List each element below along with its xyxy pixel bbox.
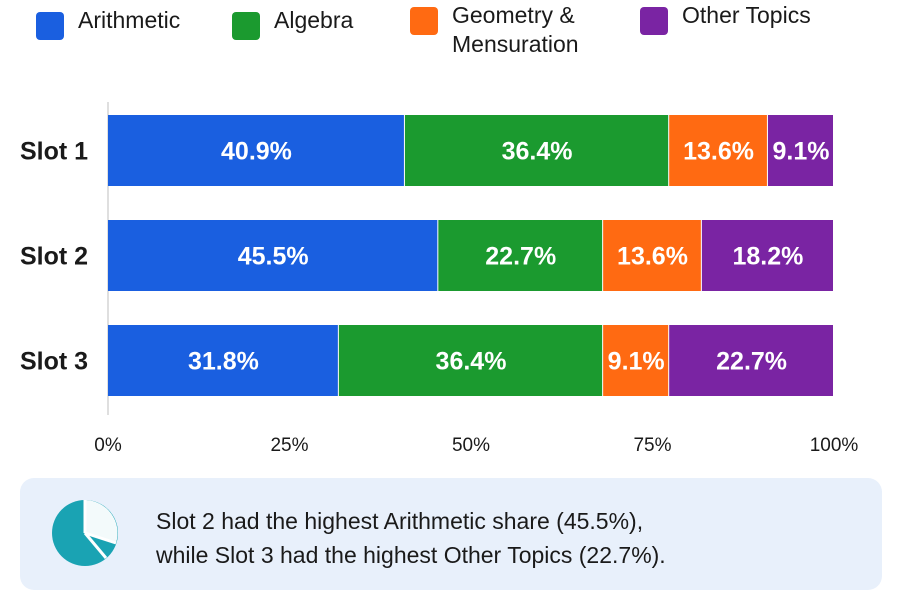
data-label: 18.2% (732, 243, 803, 271)
data-label: 22.7% (716, 348, 787, 376)
stacked-bar-chart: Slot 1 40.9% 36.4% 13.6% 9.1% Slot 2 45.5% 22.7… (20, 102, 859, 456)
bar-segment (603, 220, 701, 291)
data-label: 13.6% (683, 138, 754, 166)
legend-label-geometry: Geometry & Mensuration (452, 2, 579, 57)
legend-swatch-algebra (232, 12, 260, 40)
x-tick-label: 0% (94, 435, 122, 456)
insight-callout: Slot 2 had the highest Arithmetic share … (20, 478, 882, 590)
legend-label-algebra: Algebra (274, 7, 354, 33)
x-tick-label: 50% (452, 435, 490, 456)
chart-legend: Arithmetic Algebra Geometry & Mensuratio… (0, 0, 906, 110)
bar-segment (669, 115, 767, 186)
category-label: Slot 3 (20, 348, 88, 376)
bar-segment (438, 220, 603, 291)
bar-segment (338, 325, 603, 396)
legend-swatch-arithmetic (36, 12, 64, 40)
data-label: 40.9% (221, 138, 292, 166)
category-label: Slot 1 (20, 138, 88, 166)
bar-segment (108, 220, 438, 291)
bar-segment (603, 325, 669, 396)
bar-segment (669, 325, 833, 396)
bar-segment (404, 115, 669, 186)
data-label: 31.8% (188, 348, 259, 376)
x-tick-label: 100% (810, 435, 859, 456)
insight-line-2: while Slot 3 had the highest Other Topic… (156, 542, 666, 568)
legend-item-algebra: Algebra (232, 6, 353, 40)
legend-label-arithmetic: Arithmetic (78, 7, 181, 33)
data-label: 9.1% (608, 348, 665, 376)
data-label: 36.4% (436, 348, 507, 376)
legend-item-other-topics: Other Topics (640, 1, 811, 35)
legend-label-other-topics: Other Topics (682, 2, 811, 28)
x-tick-label: 75% (633, 435, 671, 456)
legend-item-arithmetic: Arithmetic (36, 6, 180, 40)
data-label: 22.7% (485, 243, 556, 271)
data-label: 45.5% (238, 243, 309, 271)
bar-segment (767, 115, 833, 186)
bar-segment (108, 325, 338, 396)
pie-chart-icon (52, 500, 118, 566)
category-label: Slot 2 (20, 243, 88, 271)
data-label: 36.4% (502, 138, 573, 166)
legend-swatch-geometry (410, 7, 438, 35)
bar-segment (108, 115, 404, 186)
legend-item-geometry: Geometry & Mensuration (410, 1, 579, 59)
legend-swatch-other-topics (640, 7, 668, 35)
data-label: 9.1% (772, 138, 829, 166)
bar-segment (701, 220, 833, 291)
insight-text: Slot 2 had the highest Arithmetic share … (156, 504, 666, 572)
insight-line-1: Slot 2 had the highest Arithmetic share … (156, 508, 644, 534)
data-label: 13.6% (617, 243, 688, 271)
x-tick-label: 25% (270, 435, 308, 456)
